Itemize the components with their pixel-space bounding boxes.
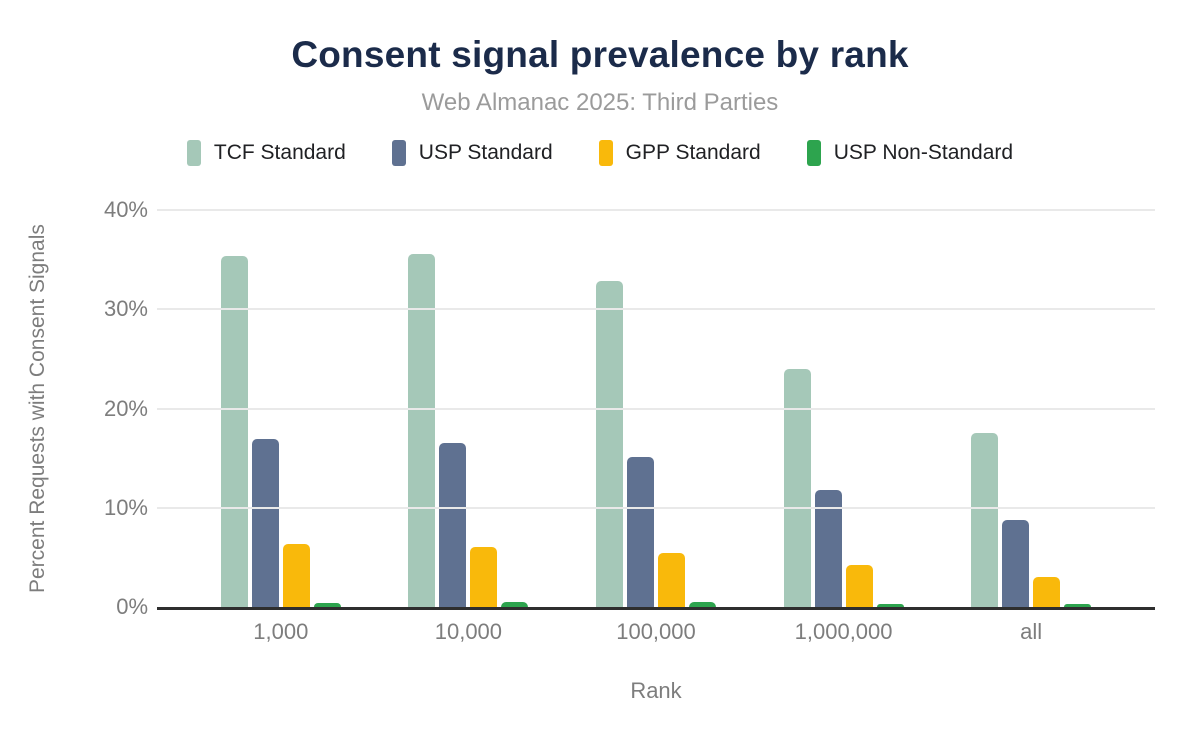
legend: TCF Standard USP Standard GPP Standard USP … bbox=[0, 140, 1200, 166]
bar-usp-non-standard-1-000-000 bbox=[876, 604, 904, 607]
x-tick-label-1-000: 1,000 bbox=[253, 619, 309, 644]
x-axis-tick-labels: 1,000 10,000 100,000 1,000,000 all bbox=[187, 619, 1125, 645]
legend-label: GPP Standard bbox=[625, 141, 761, 164]
bar-tcf-standard-1-000 bbox=[220, 255, 248, 607]
y-tick-label: 20% bbox=[103, 395, 148, 421]
bar-group-all bbox=[937, 210, 1125, 607]
y-tick-label: 40% bbox=[103, 197, 148, 222]
legend-swatch-usp-standard bbox=[391, 140, 406, 166]
bar-usp-standard-10-000 bbox=[439, 443, 467, 607]
bar-tcf-standard-100-000 bbox=[595, 281, 623, 607]
bar-tcf-standard-1-000-000 bbox=[783, 368, 811, 607]
x-tick-label-all: all bbox=[1020, 619, 1043, 644]
bar-gpp-standard-100-000 bbox=[657, 553, 685, 607]
bar-usp-standard-1-000 bbox=[251, 439, 279, 607]
bar-group-10-000 bbox=[375, 210, 563, 607]
gridline-10 bbox=[157, 506, 1155, 509]
x-axis-title: Rank bbox=[630, 678, 682, 703]
legend-swatch-usp-non-standard bbox=[806, 140, 821, 166]
bar-tcf-standard-all bbox=[971, 433, 999, 607]
gridline-30 bbox=[157, 308, 1155, 311]
bar-usp-non-standard-all bbox=[1064, 604, 1092, 607]
bar-gpp-standard-1-000-000 bbox=[845, 565, 873, 607]
y-axis-tick-labels: 0% 10% 20% 30% 40% bbox=[0, 198, 148, 619]
bar-gpp-standard-all bbox=[1033, 577, 1061, 607]
legend-item-tcf-standard: TCF Standard bbox=[186, 140, 346, 166]
legend-label: TCF Standard bbox=[213, 141, 346, 164]
bar-tcf-standard-10-000 bbox=[408, 253, 436, 607]
bar-gpp-standard-1-000 bbox=[282, 544, 310, 607]
legend-label: USP Non-Standard bbox=[833, 141, 1014, 164]
bar-group-1-000 bbox=[187, 210, 375, 607]
legend-item-usp-standard: USP Standard bbox=[391, 140, 553, 166]
legend-swatch-tcf-standard bbox=[186, 140, 201, 166]
bar-groups-band bbox=[187, 210, 1125, 607]
legend-swatch-gpp-standard bbox=[598, 140, 613, 166]
bar-usp-non-standard-10-000 bbox=[501, 602, 529, 607]
bar-usp-standard-1-000-000 bbox=[814, 489, 842, 607]
chart-title: Consent signal prevalence by rank bbox=[291, 34, 909, 75]
y-tick-label: 30% bbox=[103, 296, 148, 322]
plot-area bbox=[157, 209, 1155, 610]
bar-usp-non-standard-100-000 bbox=[688, 602, 716, 607]
gridline-40 bbox=[157, 209, 1155, 211]
chart-subtitle: Web Almanac 2025: Third Parties bbox=[421, 89, 779, 116]
bar-usp-non-standard-1-000 bbox=[313, 603, 341, 607]
x-tick-label-1-000-000: 1,000,000 bbox=[794, 619, 893, 644]
y-tick-label: 10% bbox=[103, 494, 148, 520]
bar-group-100-000 bbox=[562, 210, 750, 607]
legend-label: USP Standard bbox=[418, 141, 553, 164]
bar-usp-standard-all bbox=[1002, 519, 1030, 607]
legend-item-usp-non-standard: USP Non-Standard bbox=[806, 140, 1014, 166]
bar-usp-standard-100-000 bbox=[626, 457, 654, 607]
bar-gpp-standard-10-000 bbox=[470, 547, 498, 607]
legend-item-gpp-standard: GPP Standard bbox=[598, 140, 761, 166]
x-tick-label-10-000: 10,000 bbox=[434, 619, 503, 644]
y-tick-label: 0% bbox=[116, 594, 148, 619]
x-tick-label-100-000: 100,000 bbox=[616, 619, 696, 644]
gridline-20 bbox=[157, 407, 1155, 410]
